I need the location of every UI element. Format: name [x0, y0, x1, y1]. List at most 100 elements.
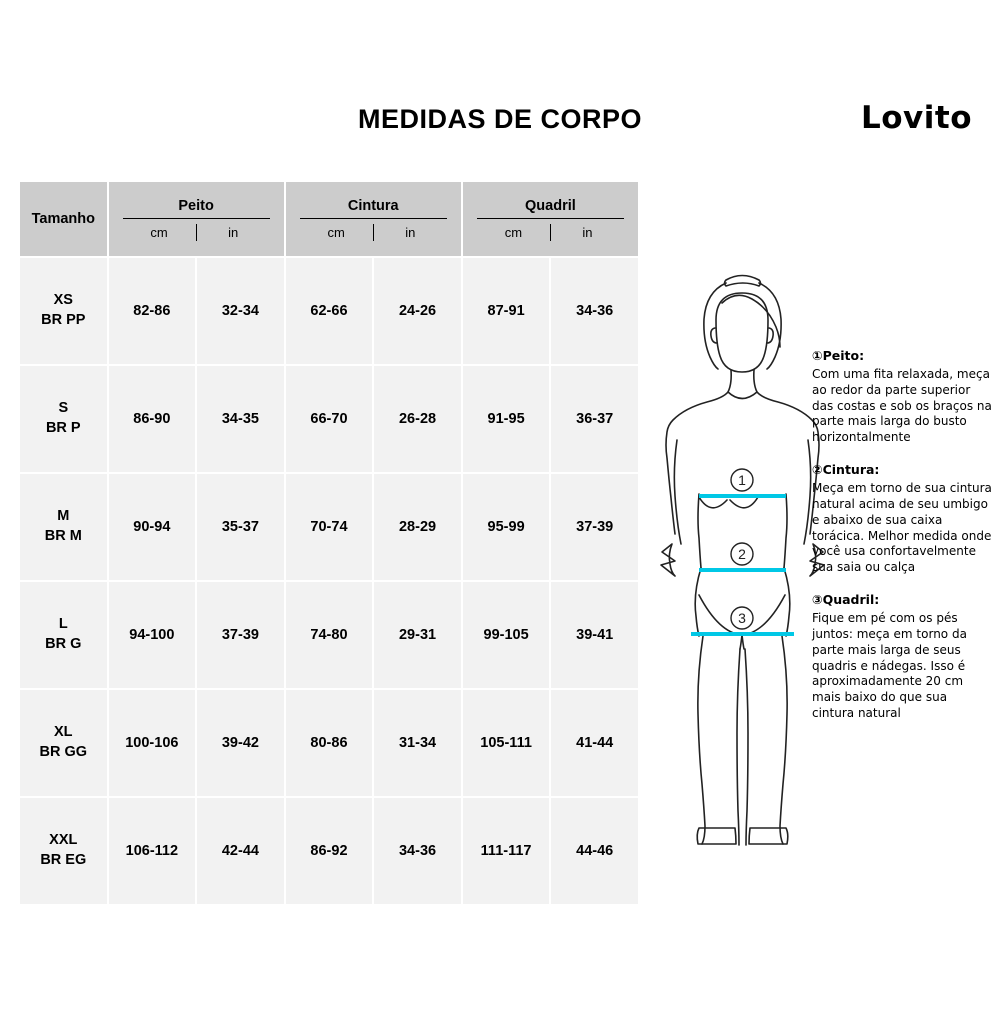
cell-cintura-in: 24-26	[374, 258, 461, 364]
cell-peito-cm: 86-90	[108, 366, 196, 472]
size-chart-table: Tamanho Peito cm in Cintura cm	[18, 180, 640, 906]
unit-peito-in: in	[228, 224, 239, 240]
size-label-international: XL	[54, 724, 73, 741]
cell-quadril-in: 37-39	[551, 474, 638, 580]
group-label-cintura: Cintura	[299, 198, 447, 219]
instruction-body: Fique em pé com os pés juntos: meça em t…	[812, 611, 967, 721]
size-label-br: BR P	[45, 420, 81, 436]
table-row: XS BR PP 82-86 32-34 62-66 24-26 87-91 34-36	[20, 258, 638, 364]
cell-quadril-in: 34-36	[551, 258, 638, 364]
column-header-group-peito: Peito cm in	[108, 182, 284, 256]
cell-peito-cm: 82-86	[108, 258, 196, 364]
table-row: XL BR GG 100-106 39-42 80-86 31-34 105-111 41-4…	[20, 690, 638, 796]
table-row: M BR M 90-94 35-37 70-74 28-29 95-99 37-39	[20, 474, 638, 580]
unit-cintura-in: in	[405, 224, 416, 240]
cell-quadril-in: 41-44	[551, 690, 638, 796]
table-head: Tamanho Peito cm in Cintura cm	[20, 182, 638, 256]
instruction-block: ③Quadril: Fique em pé com os pés juntos: …	[812, 592, 992, 722]
cell-quadril-cm: 87-91	[462, 258, 550, 364]
cell-peito-in: 32-34	[197, 258, 284, 364]
size-label-br: BR M	[44, 528, 82, 544]
size-label-international: XXL	[49, 832, 78, 849]
unit-peito-cm: cm	[150, 224, 168, 240]
instruction-block: ②Cintura: Meça em torno de sua cintura na…	[812, 462, 992, 576]
cell-tamanho: L BR G	[20, 582, 107, 688]
cell-cintura-in: 34-36	[374, 798, 461, 904]
unit-divider-peito	[195, 223, 197, 241]
cell-peito-cm: 90-94	[108, 474, 196, 580]
unit-quadril-in: in	[582, 224, 593, 240]
hair-bun-icon	[723, 274, 762, 287]
left-foot-icon	[696, 827, 737, 845]
instruction-title: ②Cintura:	[812, 462, 880, 478]
cell-peito-in: 37-39	[197, 582, 284, 688]
group-units-quadril: cm in	[477, 219, 624, 241]
marker-2-waist: 2	[730, 542, 754, 566]
unit-cintura-cm: cm	[327, 224, 345, 240]
cell-cintura-in: 29-31	[374, 582, 461, 688]
size-label-international: S	[58, 400, 69, 417]
svg-text:2: 2	[738, 546, 746, 562]
measurement-instructions: ①Peito: Com uma fita relaxada, meça ao re…	[812, 348, 992, 722]
cell-cintura-cm: 86-92	[285, 798, 373, 904]
cell-cintura-in: 31-34	[374, 690, 461, 796]
cell-peito-cm: 94-100	[108, 582, 196, 688]
table-header-row: Tamanho Peito cm in Cintura cm	[20, 182, 638, 256]
size-label-international: L	[58, 616, 68, 633]
group-units-peito: cm in	[123, 219, 270, 241]
unit-divider-quadril	[549, 223, 551, 241]
page-title: MEDIDAS DE CORPO	[357, 104, 643, 134]
cell-peito-cm: 106-112	[108, 798, 196, 904]
instruction-title: ①Peito:	[812, 348, 865, 363]
cell-tamanho: M BR M	[20, 474, 107, 580]
cell-quadril-in: 36-37	[551, 366, 638, 472]
table-row: XXL BR EG 106-112 42-44 86-92 34-36 111-117 44-…	[20, 798, 638, 904]
cell-quadril-cm: 111-117	[462, 798, 550, 904]
marker-1-chest: 1	[730, 468, 754, 492]
cell-cintura-in: 26-28	[374, 366, 461, 472]
instruction-body: Meça em torno de sua cintura natural aci…	[812, 481, 992, 575]
cell-quadril-in: 44-46	[551, 798, 638, 904]
unit-divider-cintura	[372, 223, 374, 241]
column-header-group-quadril: Quadril cm in	[462, 182, 638, 256]
size-label-br: BR PP	[41, 312, 86, 328]
group-label-quadril: Quadril	[476, 198, 624, 219]
right-foot-icon	[748, 827, 789, 845]
cell-tamanho: XXL BR EG	[20, 798, 107, 904]
cell-cintura-in: 28-29	[374, 474, 461, 580]
cell-peito-cm: 100-106	[108, 690, 196, 796]
cell-peito-in: 39-42	[197, 690, 284, 796]
cell-cintura-cm: 70-74	[285, 474, 373, 580]
instruction-body: Com uma fita relaxada, meça ao redor da …	[812, 367, 992, 445]
right-hand-icon	[809, 543, 825, 577]
cell-quadril-cm: 91-95	[462, 366, 550, 472]
size-label-br: BR GG	[39, 744, 88, 760]
body-measurement-figure: 1 2 3	[655, 258, 830, 848]
group-units-cintura: cm in	[300, 219, 447, 241]
instruction-title: ③Quadril:	[812, 592, 880, 608]
cell-quadril-cm: 95-99	[462, 474, 550, 580]
table-row: S BR P 86-90 34-35 66-70 26-28 91-95 36-37	[20, 366, 638, 472]
cell-quadril-cm: 99-105	[462, 582, 550, 688]
cell-cintura-cm: 66-70	[285, 366, 373, 472]
size-label-international: XS	[53, 292, 73, 309]
table-row: L BR G 94-100 37-39 74-80 29-31 99-105 39-41	[20, 582, 638, 688]
cell-cintura-cm: 80-86	[285, 690, 373, 796]
cell-quadril-cm: 105-111	[462, 690, 550, 796]
cell-cintura-cm: 74-80	[285, 582, 373, 688]
size-label-br: BR G	[45, 636, 82, 652]
column-header-tamanho: Tamanho	[20, 182, 107, 256]
instruction-block: ①Peito: Com uma fita relaxada, meça ao re…	[812, 348, 992, 446]
brand-logo: Lovito	[860, 100, 972, 136]
svg-text:3: 3	[738, 610, 746, 626]
size-label-br: BR EG	[40, 852, 87, 868]
cell-quadril-in: 39-41	[551, 582, 638, 688]
cell-peito-in: 34-35	[197, 366, 284, 472]
size-label-international: M	[57, 508, 70, 525]
marker-3-hip: 3	[730, 606, 754, 630]
cell-cintura-cm: 62-66	[285, 258, 373, 364]
unit-quadril-cm: cm	[504, 224, 523, 240]
cell-tamanho: XL BR GG	[20, 690, 107, 796]
table-body: XS BR PP 82-86 32-34 62-66 24-26 87-91 34-36 S BR…	[20, 258, 638, 904]
left-hand-icon	[660, 543, 676, 577]
